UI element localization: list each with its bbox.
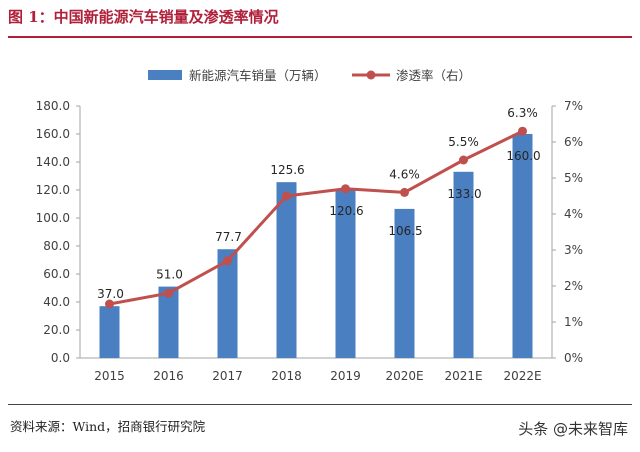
line-point-2016 [164, 288, 173, 298]
line-value-label: 4.6% [389, 167, 420, 181]
bar-value-label: 77.7 [215, 230, 242, 244]
bar-value-label: 37.0 [97, 287, 124, 301]
left-tick-label: 100.0 [36, 211, 70, 225]
line-point-2017 [223, 256, 232, 266]
right-tick-label: 4% [564, 207, 583, 221]
bar-2021E [453, 171, 474, 358]
figure-title: 图 1：中国新能源汽车销量及渗透率情况 [8, 8, 279, 26]
left-tick-label: 160.0 [36, 127, 70, 141]
right-tick-label: 6% [564, 135, 583, 149]
x-axis: 2015 2016 2017 2018 2019 2020E 2021E 2022E [80, 357, 552, 383]
line-value-label: 6.3% [507, 106, 538, 120]
left-tick-label: 80.0 [43, 239, 70, 253]
bar-value-label: 120.6 [329, 204, 363, 218]
right-tick-label: 2% [564, 279, 583, 293]
x-tick-label: 2020E [385, 369, 423, 383]
right-tick-label: 7% [564, 99, 583, 113]
line-point-2015 [105, 299, 114, 309]
bar-2017 [217, 249, 238, 358]
line-point-2022E [518, 126, 527, 136]
chart: 新能源汽车销量（万辆） 渗透率（右） 0.0 20.0 40.0 60.0 80.0 100… [36, 68, 583, 383]
bar-value-label: 125.6 [270, 163, 304, 177]
legend-bar-swatch [148, 70, 182, 80]
x-tick-label: 2015 [94, 369, 125, 383]
bar-2018 [276, 182, 297, 358]
left-tick-label: 180.0 [36, 99, 70, 113]
line-labels: 4.6% 5.5% 6.3% [389, 106, 538, 181]
bar-value-label: 133.0 [447, 187, 481, 201]
line-point-2018 [282, 191, 291, 201]
left-tick-label: 20.0 [43, 323, 70, 337]
line-point-2019 [341, 184, 350, 194]
line-point-2021E [459, 155, 468, 165]
bars [99, 134, 533, 358]
bar-2016 [158, 286, 179, 358]
x-tick-label: 2021E [444, 369, 482, 383]
legend-line-label: 渗透率（右） [396, 68, 471, 83]
x-tick-label: 2018 [271, 369, 302, 383]
right-tick-label: 5% [564, 171, 583, 185]
line-value-label: 5.5% [448, 135, 479, 149]
x-tick-label: 2019 [330, 369, 361, 383]
source-note: 资料来源：Wind，招商银行研究院 [10, 419, 206, 434]
legend: 新能源汽车销量（万辆） 渗透率（右） [148, 68, 471, 83]
left-tick-label: 0.0 [51, 351, 70, 365]
right-tick-label: 1% [564, 315, 583, 329]
left-axis: 0.0 20.0 40.0 60.0 80.0 100.0 120.0 140.0 160.0 1… [36, 99, 81, 365]
right-tick-label: 0% [564, 351, 583, 365]
x-tick-label: 2016 [153, 369, 184, 383]
bottom-rule [8, 404, 632, 405]
right-tick-label: 3% [564, 243, 583, 257]
left-tick-label: 60.0 [43, 267, 70, 281]
x-tick-label: 2022E [503, 369, 541, 383]
left-tick-label: 140.0 [36, 155, 70, 169]
line-series [105, 126, 527, 309]
x-tick-label: 2017 [212, 369, 243, 383]
bar-2022E [512, 134, 533, 358]
bar-2020E [394, 208, 415, 358]
bar-value-label: 51.0 [156, 268, 183, 282]
right-axis: 0% 1% 2% 3% 4% 5% 6% 7% [551, 99, 583, 365]
watermark: 头条 @未来智库 [518, 420, 628, 438]
left-tick-label: 120.0 [36, 183, 70, 197]
legend-bar-label: 新能源汽车销量（万辆） [189, 68, 327, 83]
line-point-2020E [400, 187, 409, 197]
legend-line-marker [366, 70, 376, 80]
bar-labels: 37.0 51.0 77.7 125.6 120.6 106.5 133.0 160.0 [97, 149, 541, 301]
bar-value-label: 106.5 [388, 224, 422, 238]
penetration-line [109, 129, 524, 306]
title-rule [8, 36, 632, 38]
bar-value-label: 160.0 [506, 149, 540, 163]
bar-2015 [99, 306, 120, 358]
bar-2019 [335, 189, 356, 358]
left-tick-label: 40.0 [43, 295, 70, 309]
